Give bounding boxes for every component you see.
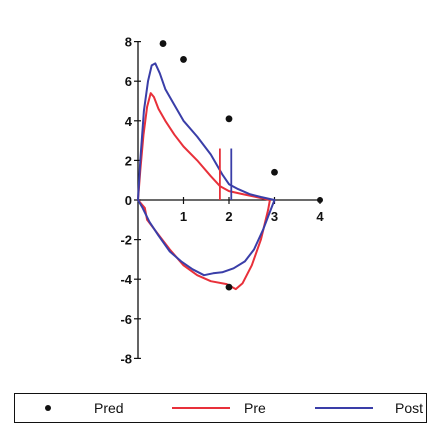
legend-post-line	[315, 407, 373, 409]
y-tick-label: 8	[125, 35, 132, 50]
legend-pre-line	[172, 407, 230, 409]
series-layer	[137, 62, 276, 291]
y-tick-label: -2	[120, 233, 132, 248]
vertical-markers	[218, 148, 233, 200]
series-pred-point	[225, 283, 233, 291]
x-tick-label: 4	[316, 209, 324, 224]
x-axis-end-dot	[317, 197, 323, 203]
legend-item-pre: Pre	[172, 394, 266, 422]
legend-item-post: Post	[315, 394, 423, 422]
legend-pred-marker	[45, 405, 51, 411]
legend-pred-label: Pred	[94, 400, 124, 416]
x-tick-label: 3	[271, 209, 278, 224]
series-pred-point	[180, 56, 187, 63]
legend: Pred Pre Post	[14, 393, 427, 423]
y-tick-label: -6	[120, 312, 132, 327]
y-tick-label: 4	[125, 114, 133, 129]
y-tick-label: -4	[120, 272, 132, 287]
y-tick-label: 6	[125, 74, 132, 89]
legend-item-pred: Pred	[45, 394, 124, 422]
legend-pre-label: Pre	[244, 400, 266, 416]
series-pre-line	[137, 92, 271, 291]
y-tick-label: 2	[125, 153, 132, 168]
flow-volume-chart: 8 6 4 2 0 -2 -4 -6 -8 1 2 3 4	[120, 35, 324, 367]
series-pred-point	[159, 40, 167, 47]
y-tick-label: -8	[120, 351, 132, 366]
series-post-line	[137, 62, 276, 277]
y-tick-label: 0	[125, 193, 132, 208]
series-pred-point	[225, 115, 233, 123]
x-tick-label: 1	[180, 209, 187, 224]
legend-post-label: Post	[395, 400, 424, 416]
series-pred-point	[271, 168, 278, 176]
tick-labels: 8 6 4 2 0 -2 -4 -6 -8 1 2 3 4	[120, 35, 324, 367]
pred-points	[159, 40, 278, 291]
x-tick-label: 2	[225, 209, 232, 224]
